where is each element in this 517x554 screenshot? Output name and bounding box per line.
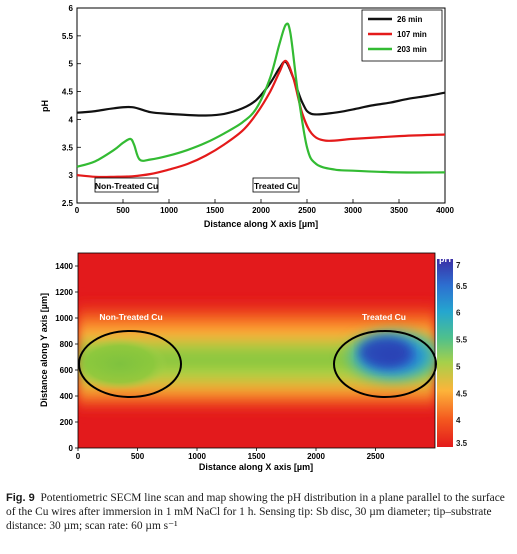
line-y-tick-label: 3.5 — [62, 143, 74, 152]
caption-label: Fig. 9 — [6, 492, 35, 504]
line-y-tick-label: 2.5 — [62, 199, 74, 208]
colorbar-label: pH — [439, 254, 451, 264]
series-line-26-min — [76, 60, 446, 117]
legend-entry: 107 min — [397, 30, 427, 39]
map-x-tick-label: 1500 — [248, 452, 266, 461]
map-y-tick-label: 1200 — [55, 288, 73, 297]
line-y-tick-label: 4 — [69, 115, 74, 124]
map-y-tick-label: 1400 — [55, 262, 73, 271]
map-y-tick-label: 200 — [60, 418, 74, 427]
heatmap-peak — [359, 337, 411, 367]
map-y-tick-label: 400 — [60, 392, 74, 401]
colorbar-tick-label: 4 — [456, 416, 461, 425]
map-x-axis-label: Distance along X axis [µm] — [199, 462, 313, 472]
line-y-axis-label: pH — [40, 100, 50, 112]
map-x-tick-label: 2500 — [367, 452, 385, 461]
line-x-axis-label: Distance along X axis [µm] — [204, 219, 318, 229]
map-y-tick-label: 800 — [60, 340, 74, 349]
map-annotation-treated: Treated Cu — [362, 312, 406, 322]
line-x-tick-label: 0 — [75, 206, 80, 215]
line-annotation-treated: Treated Cu — [254, 181, 298, 191]
map-x-tick-label: 2000 — [307, 452, 325, 461]
colorbar-tick-label: 7 — [456, 261, 461, 270]
series-line-203-min — [76, 22, 446, 174]
line-x-tick-label: 1000 — [160, 206, 178, 215]
colorbar — [437, 259, 453, 447]
line-y-tick-label: 4.5 — [62, 88, 74, 97]
series-line-107-min — [76, 59, 446, 179]
map-annotation-non-treated: Non-Treated Cu — [99, 312, 162, 322]
line-y-tick-label: 6 — [69, 4, 74, 13]
map-y-tick-label: 1000 — [55, 314, 73, 323]
line-y-tick-label: 3 — [69, 171, 74, 180]
colorbar-tick-label: 6 — [456, 309, 461, 318]
line-annotation-non-treated: Non-Treated Cu — [95, 181, 158, 191]
line-y-tick-label: 5.5 — [62, 32, 74, 41]
treated-region-outline — [333, 330, 437, 398]
colorbar-tick-label: 6.5 — [456, 282, 468, 291]
line-x-tick-label: 1500 — [206, 206, 224, 215]
annotation-box-treated — [252, 177, 300, 193]
map-x-tick-label: 1000 — [188, 452, 206, 461]
caption-text: Potentiometric SECM line scan and map sh… — [6, 492, 505, 532]
colorbar-tick-label: 4.5 — [456, 389, 468, 398]
legend-entry: 26 min — [397, 15, 422, 24]
line-y-tick-label: 5 — [69, 60, 74, 69]
map-y-tick-label: 0 — [69, 444, 74, 453]
map-x-tick-label: 0 — [76, 452, 81, 461]
map-y-tick-label: 600 — [60, 366, 74, 375]
colorbar-tick-label: 5 — [456, 362, 461, 371]
line-x-tick-label: 500 — [116, 206, 130, 215]
line-x-tick-label: 2000 — [252, 206, 270, 215]
line-legend: 26 min 107 min 203 min — [361, 9, 443, 62]
legend-entry: 203 min — [397, 45, 427, 54]
ph-map-chart: 0 200 400 600 800 1000 1200 1400 0 500 1000 1500 20… — [39, 252, 468, 472]
colorbar-tick-label: 5.5 — [456, 336, 468, 345]
line-x-tick-label: 3000 — [344, 206, 362, 215]
map-y-axis-label: Distance along Y axis [µm] — [39, 293, 49, 407]
heatmap-non-treated-zone — [78, 338, 168, 390]
figure-caption: Fig. 9 Potentiometric SECM line scan and… — [6, 491, 511, 533]
colorbar-tick-label: 3.5 — [456, 439, 468, 448]
line-x-tick-label: 4000 — [436, 206, 454, 215]
line-x-tick-label: 3500 — [390, 206, 408, 215]
non-treated-region-outline — [78, 330, 182, 398]
line-scan-chart: 2.5 3 3.5 4 4.5 5 5.5 6 0 500 1000 1500 2000 2500 300… — [40, 4, 454, 229]
map-x-tick-label: 500 — [131, 452, 145, 461]
annotation-box-non-treated — [94, 177, 159, 193]
line-x-tick-label: 2500 — [298, 206, 316, 215]
